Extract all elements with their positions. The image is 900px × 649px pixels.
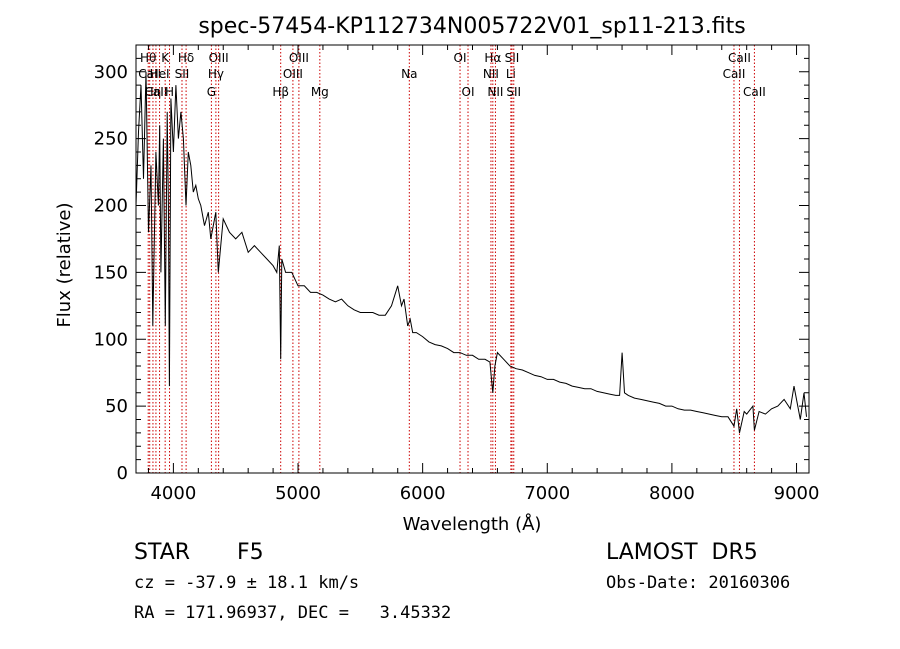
marker-label: HeI	[150, 67, 170, 81]
marker-label: SII	[506, 85, 521, 99]
y-tick-label: 100	[94, 329, 128, 350]
x-axis: 4000 5000 6000 7000 8000 9000	[147, 45, 820, 504]
marker-label: H	[165, 85, 174, 99]
marker-label: OIII	[283, 67, 303, 81]
survey-release: LAMOST DR5	[606, 540, 758, 565]
marker-label: CaII	[728, 51, 751, 65]
marker-label: Li	[506, 67, 516, 81]
marker-label: OI	[462, 85, 475, 99]
marker-label: G	[207, 85, 216, 99]
x-tick-label: 4000	[150, 483, 196, 504]
marker-label: OIII	[289, 51, 309, 65]
marker-label: OIII	[209, 51, 229, 65]
y-tick-label: 50	[105, 396, 128, 417]
object-subclass: F5	[237, 540, 264, 565]
marker-label: CaII	[723, 67, 746, 81]
marker-label: CaII	[138, 67, 161, 81]
x-axis-label: Wavelength (Å)	[403, 513, 542, 535]
y-tick-label: 150	[94, 262, 128, 283]
radial-velocity: cz = -37.9 ± 18.1 km/s	[134, 573, 360, 593]
marker-label: Hγ	[208, 67, 224, 81]
y-tick-label: 250	[94, 129, 128, 150]
marker-label: SII	[175, 67, 190, 81]
marker-label: Hδ	[178, 51, 194, 65]
y-tick-label: 0	[117, 463, 128, 484]
marker-label: SII	[505, 51, 520, 65]
marker-label: K	[161, 51, 170, 65]
spectrum-line	[135, 71, 807, 434]
marker-label: OI	[454, 51, 467, 65]
marker-label: CaII	[145, 85, 168, 99]
x-tick-label: 7000	[524, 483, 570, 504]
sky-coordinates: RA = 171.96937, DEC = 3.45332	[134, 603, 452, 623]
y-tick-label: 200	[94, 196, 128, 217]
marker-label: Hη	[145, 85, 162, 99]
marker-label: Hθ	[140, 51, 156, 65]
plot-frame	[135, 44, 810, 474]
y-axis: 0 50 100 150 200 250 300	[94, 44, 809, 484]
y-axis-label: Flux (relative)	[54, 202, 75, 327]
marker-label: Na	[401, 67, 417, 81]
y-tick-label: 300	[94, 62, 128, 83]
marker-label: NII	[483, 67, 499, 81]
x-tick-label: 5000	[275, 483, 321, 504]
chart-title: spec-57454-KP112734N005722V01_sp11-213.f…	[198, 14, 745, 39]
marker-label: CaII	[743, 85, 766, 99]
x-tick-label: 8000	[649, 483, 695, 504]
object-class: STAR	[134, 540, 191, 565]
marker-label: Hα	[484, 51, 501, 65]
marker-label: Mg	[311, 85, 329, 99]
x-tick-label: 6000	[400, 483, 446, 504]
marker-label: NII	[487, 85, 503, 99]
observation-date: Obs-Date: 20160306	[606, 573, 791, 593]
x-tick-label: 9000	[774, 483, 820, 504]
marker-label: Hβ	[272, 85, 289, 99]
